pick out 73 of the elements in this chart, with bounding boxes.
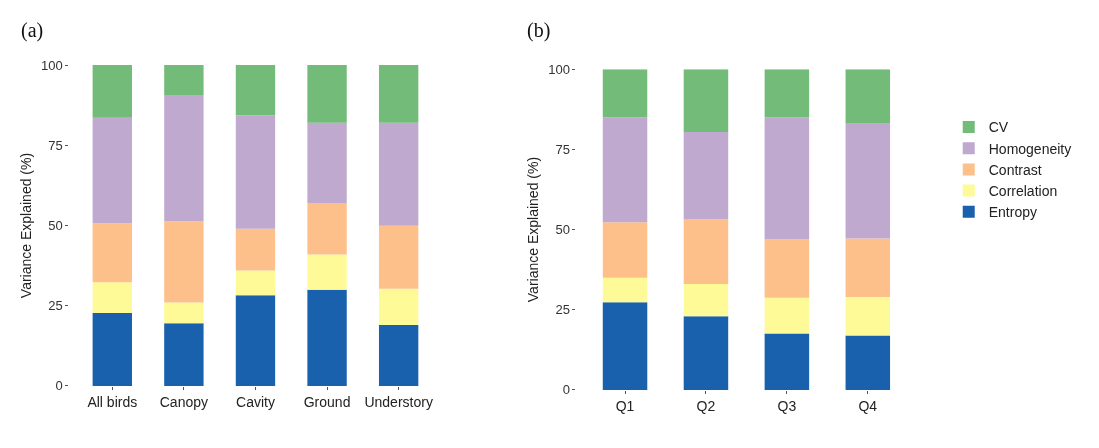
bar	[845, 123, 891, 239]
bar	[307, 203, 347, 255]
bar	[307, 65, 347, 123]
bar	[164, 65, 204, 95]
legend-label: Contrast	[988, 161, 1042, 178]
bar	[602, 69, 648, 118]
bar	[764, 239, 810, 298]
legend-label: CV	[988, 119, 1009, 136]
y-tick-label: 50	[555, 222, 570, 238]
bar	[92, 313, 132, 386]
chart-title: (a)	[21, 19, 44, 42]
bar	[378, 122, 419, 226]
x-tick-label: Cavity	[236, 393, 275, 410]
bar	[235, 115, 276, 229]
legend-label: Entropy	[988, 204, 1037, 221]
y-tick-label: 0	[562, 382, 570, 398]
bar	[92, 223, 132, 283]
legend-label: Homogeneity	[988, 140, 1072, 157]
y-axis-title: Variance Explained (%)	[17, 152, 34, 299]
bar	[164, 221, 204, 303]
y-axis-title: Variance Explained (%)	[524, 156, 541, 303]
bar	[845, 69, 891, 124]
x-tick-label: Q2	[696, 397, 716, 414]
x-tick-label: Canopy	[159, 393, 209, 410]
bar	[92, 117, 132, 224]
x-tick-label: Q1	[615, 397, 635, 414]
y-tick-label: 0	[55, 378, 63, 394]
bar	[845, 335, 891, 390]
y-tick-label: 100	[548, 61, 570, 77]
bar	[602, 302, 648, 390]
y-tick-label: 25	[48, 298, 63, 314]
bar	[683, 316, 729, 390]
bar	[764, 297, 810, 334]
bar	[602, 277, 648, 303]
bar	[683, 132, 729, 220]
bar	[92, 65, 132, 118]
bar	[235, 65, 276, 116]
bar	[845, 238, 891, 297]
y-tick-label: 75	[48, 137, 63, 153]
bar	[378, 324, 419, 386]
x-tick-label: Understory	[364, 393, 433, 410]
bar	[683, 69, 729, 133]
x-tick-label: Ground	[303, 393, 351, 410]
bar	[378, 225, 419, 289]
y-tick-label: 50	[48, 218, 63, 234]
bar	[164, 302, 204, 324]
bar	[602, 222, 648, 278]
bar	[235, 295, 276, 386]
bar	[378, 288, 419, 325]
y-tick-label: 100	[41, 57, 63, 73]
bar	[764, 69, 810, 118]
bar	[164, 94, 204, 222]
bar	[683, 284, 729, 317]
y-tick-label: 75	[555, 141, 570, 157]
legend-label: Correlation	[988, 183, 1058, 200]
bar	[764, 117, 810, 240]
bar	[602, 117, 648, 223]
bar	[307, 289, 347, 386]
bar	[92, 282, 132, 314]
x-tick-label: Q4	[858, 397, 878, 414]
bar	[845, 296, 891, 336]
bar	[235, 228, 276, 271]
bar	[164, 323, 204, 386]
x-tick-label: All birds	[87, 393, 138, 410]
bar	[378, 65, 419, 123]
bar	[307, 254, 347, 290]
bar	[307, 122, 347, 204]
bar	[683, 219, 729, 285]
chart-title: (b)	[527, 19, 551, 42]
bar	[235, 270, 276, 296]
x-tick-label: Q3	[777, 397, 797, 414]
bar	[764, 333, 810, 390]
y-tick-label: 25	[555, 302, 570, 318]
